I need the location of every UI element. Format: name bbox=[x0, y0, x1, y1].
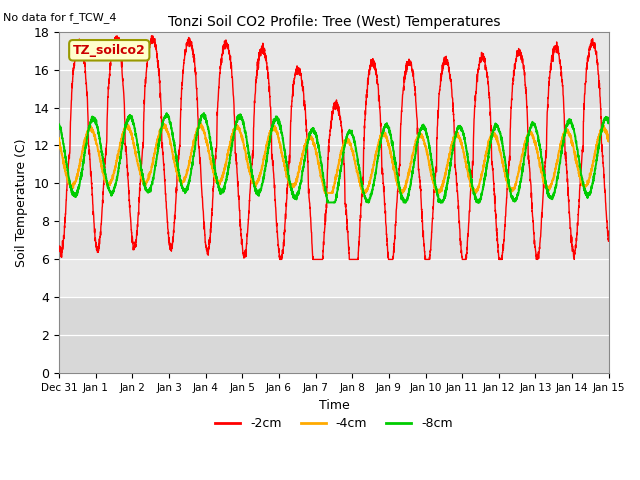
Text: No data for f_TCW_4: No data for f_TCW_4 bbox=[3, 12, 116, 23]
Y-axis label: Soil Temperature (C): Soil Temperature (C) bbox=[15, 138, 28, 267]
Bar bbox=[59, 145, 609, 183]
Bar bbox=[59, 70, 609, 108]
Title: Tonzi Soil CO2 Profile: Tree (West) Temperatures: Tonzi Soil CO2 Profile: Tree (West) Temp… bbox=[168, 15, 500, 29]
Bar bbox=[59, 221, 609, 259]
Text: TZ_soilco2: TZ_soilco2 bbox=[73, 44, 146, 57]
Bar bbox=[59, 298, 609, 373]
Legend: -2cm, -4cm, -8cm: -2cm, -4cm, -8cm bbox=[211, 412, 458, 435]
X-axis label: Time: Time bbox=[319, 398, 349, 412]
